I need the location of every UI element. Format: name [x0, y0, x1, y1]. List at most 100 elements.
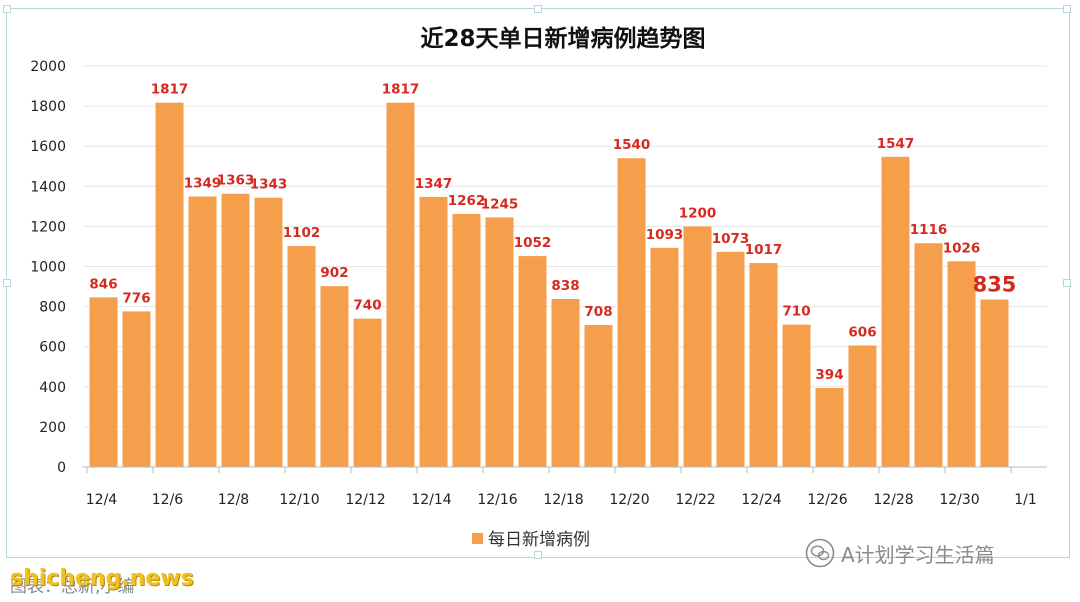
bar: [353, 318, 382, 467]
bar: [947, 261, 976, 467]
bar: [254, 197, 283, 467]
data-label: 902: [320, 265, 348, 281]
x-axis-ticks: 12/4 12/6 12/8 12/10 12/12 12/14 12/16 12/18 12/…: [86, 467, 1037, 508]
frame-handle-right[interactable]: [1063, 279, 1071, 287]
y-axis-ticks: 0 200 400 600 800 1000 1200 1400 1600 1800 2000: [30, 59, 66, 476]
x-tick-label: 12/10: [279, 492, 319, 508]
x-tick-label: 12/22: [675, 492, 715, 508]
x-tick-label: 12/28: [873, 492, 913, 508]
data-label: 1245: [481, 196, 519, 212]
x-tick-label: 12/16: [477, 492, 517, 508]
x-tick-label: 12/26: [807, 492, 847, 508]
data-label: 776: [122, 290, 150, 306]
x-tick-label: 12/6: [152, 492, 184, 508]
data-label: 394: [815, 367, 843, 383]
bar: [518, 256, 547, 467]
bar: [419, 196, 448, 467]
x-tick-label: 12/4: [86, 492, 118, 508]
chart-caption: 图表：总新,小编: [10, 577, 135, 597]
bar: [320, 286, 349, 467]
data-label: 1343: [250, 177, 288, 193]
frame-handle-left[interactable]: [3, 279, 11, 287]
frame-handle-bottom[interactable]: [534, 551, 542, 559]
frame-handle-top-right[interactable]: [1063, 5, 1071, 13]
x-tick-label: 12/8: [218, 492, 249, 508]
bar: [782, 324, 811, 467]
data-label: 1200: [679, 205, 717, 221]
bars: [89, 102, 1009, 468]
y-tick-label: 2000: [30, 59, 66, 75]
data-label: 846: [89, 276, 117, 292]
bar: [749, 263, 778, 467]
y-tick-label: 400: [39, 380, 66, 396]
data-label: 1547: [877, 136, 915, 152]
bar: [848, 345, 877, 467]
data-label: 1817: [151, 82, 189, 98]
frame-handle-top[interactable]: [534, 5, 542, 13]
y-tick-label: 600: [39, 340, 66, 356]
bar: [881, 156, 910, 467]
data-label: 708: [584, 304, 612, 320]
watermark: A计划学习生活篇: [805, 538, 995, 568]
bar: [155, 102, 184, 467]
x-tick-label: 12/18: [543, 492, 583, 508]
bar: [815, 388, 844, 467]
x-tick-label: 1/1: [1014, 492, 1037, 508]
data-label: 710: [782, 304, 810, 320]
data-label: 1347: [415, 176, 453, 192]
y-tick-label: 1200: [30, 219, 66, 235]
data-label: 606: [848, 324, 876, 340]
data-label: 1540: [613, 137, 651, 153]
bar: [485, 217, 514, 467]
y-tick-label: 1600: [30, 139, 66, 155]
bar: [683, 226, 712, 467]
data-label: 1026: [943, 240, 981, 256]
bar: [584, 325, 613, 467]
y-tick-label: 1800: [30, 99, 66, 115]
bar: [716, 251, 745, 467]
bar: [551, 298, 580, 467]
y-tick-label: 800: [39, 300, 66, 316]
bar: [452, 213, 481, 467]
data-label: 838: [551, 278, 579, 294]
data-label-highlight: 835: [973, 273, 1017, 297]
legend-swatch: [472, 533, 483, 544]
site-watermark: shicheng.news: [10, 566, 194, 591]
y-tick-label: 200: [39, 420, 66, 436]
data-label: 1116: [910, 222, 948, 238]
data-label: 1102: [283, 225, 321, 241]
bar: [914, 243, 943, 467]
bar: [980, 299, 1009, 467]
data-label: 1073: [712, 231, 750, 247]
data-label: 1349: [184, 176, 222, 192]
bar: [188, 196, 217, 467]
bar: [386, 102, 415, 467]
watermark-text: A计划学习生活篇: [841, 542, 995, 567]
x-tick-label: 12/30: [939, 492, 979, 508]
legend: 每日新增病例: [472, 530, 590, 550]
legend-label: 每日新增病例: [488, 530, 590, 550]
bar: [287, 246, 316, 467]
x-tick-label: 12/24: [741, 492, 781, 508]
chart-title: 近28天单日新增病例趋势图: [420, 25, 705, 52]
y-tick-label: 0: [57, 460, 66, 476]
data-label: 1017: [745, 242, 783, 258]
bar: [89, 297, 118, 467]
y-tick-label: 1000: [30, 260, 66, 276]
data-label: 1052: [514, 235, 552, 251]
x-tick-label: 12/20: [609, 492, 649, 508]
frame-handle-top-left[interactable]: [3, 5, 11, 13]
data-label: 1262: [448, 193, 486, 209]
x-tick-label: 12/12: [345, 492, 385, 508]
bar: [650, 247, 679, 467]
y-tick-label: 1400: [30, 179, 66, 195]
bar: [221, 193, 250, 467]
bar: [122, 311, 151, 467]
data-label: 740: [353, 298, 381, 314]
bar: [617, 158, 646, 468]
x-tick-label: 12/14: [411, 492, 451, 508]
data-label: 1093: [646, 227, 684, 243]
data-label: 1363: [217, 173, 255, 189]
